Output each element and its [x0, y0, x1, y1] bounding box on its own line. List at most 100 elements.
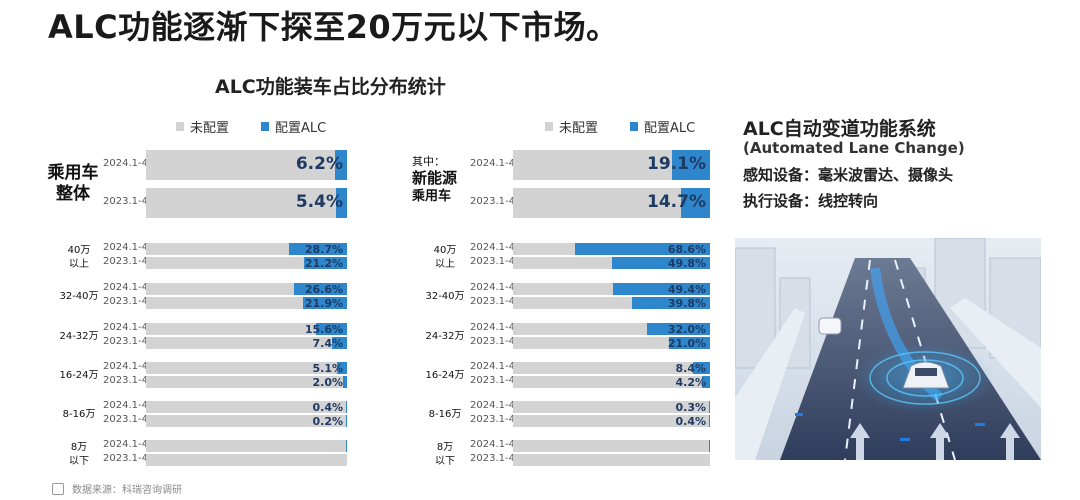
other-car-icon	[818, 317, 842, 335]
price-group-label-line: 8万	[70, 442, 88, 453]
period-tick-label: 2023.1-4	[103, 375, 148, 386]
side-panel-subtitle: (Automated Lane Change)	[743, 139, 965, 157]
legend-swatch-equipped	[261, 122, 270, 131]
bar-value-label: 26.6%	[304, 283, 343, 296]
bar-equipped	[574, 243, 710, 255]
bar-equipped	[681, 188, 710, 218]
price-group-label: 8-16万	[424, 408, 466, 422]
side-panel-actuation: 执行设备：线控转向	[743, 192, 879, 210]
bar-value-label: 0.4%	[312, 401, 343, 414]
source-text: 数据来源：科瑞咨询调研	[72, 485, 182, 496]
bar-value-label: 5.4%	[295, 192, 343, 212]
ego-car-icon	[902, 361, 950, 389]
bar-equipped	[708, 401, 710, 413]
legend-swatch-not-equipped	[176, 122, 184, 131]
bar-value-label: 0.2%	[312, 415, 343, 428]
legend-swatch-not-equipped	[545, 122, 553, 131]
price-group-label-line: 8万	[436, 442, 454, 453]
bar-value-label: 5.1%	[312, 362, 343, 375]
price-group-label: 24-32万	[424, 330, 466, 344]
price-group-label: 32-40万	[424, 290, 466, 304]
bar-not-equipped	[146, 337, 347, 349]
chart-panel-nev: 2024.1-4 19.1% 2023.1-4 14.7% 40万 以上 2024.1-4 6…	[424, 150, 710, 469]
bar-not-equipped	[513, 337, 710, 349]
headline: ALC功能逐渐下探至20万元以下市场。	[48, 8, 619, 46]
alc-illustration	[735, 238, 1041, 460]
price-group-label-line: 16-24万	[59, 370, 99, 381]
bar-not-equipped	[146, 401, 347, 413]
period-tick-label: 2024.1-4	[103, 400, 148, 411]
bar-value-label: 39.8%	[667, 297, 706, 310]
bar-equipped	[612, 283, 710, 295]
bar-equipped	[336, 362, 347, 374]
bar-equipped	[708, 440, 710, 452]
price-group-label: 16-24万	[58, 369, 100, 383]
price-group-label-line: 8-16万	[428, 409, 462, 420]
bar-not-equipped	[513, 454, 710, 466]
period-tick-label: 2023.1-4	[470, 256, 515, 267]
chart-title: ALC功能装车占比分布统计	[215, 76, 446, 98]
price-group-label: 24-32万	[58, 330, 100, 344]
bar-not-equipped	[146, 257, 347, 269]
bar-value-label: 14.7%	[647, 192, 706, 212]
bar-equipped	[334, 150, 347, 180]
price-group-label-line: 24-32万	[425, 331, 465, 342]
bar-value-label: 21.2%	[304, 257, 343, 270]
bar-value-label: 8.4%	[675, 362, 706, 375]
bar-value-label: 19.1%	[647, 154, 706, 174]
bar-not-equipped	[146, 415, 347, 427]
legend-right: 未配置 配置ALC	[545, 117, 695, 136]
price-group-label: 8-16万	[58, 408, 100, 422]
bar-value-label: 0.4%	[675, 415, 706, 428]
period-tick-label: 2024.1-4	[470, 400, 515, 411]
price-group-label-line: 40万	[67, 245, 91, 256]
price-group-label-line: 8-16万	[62, 409, 96, 420]
bar-value-label: 4.2%	[675, 376, 706, 389]
bar-value-label: 49.8%	[667, 257, 706, 270]
legend-label-not-equipped: 未配置	[190, 121, 230, 136]
lane-arrow-icons	[850, 423, 1020, 460]
bar-value-label: 68.6%	[667, 243, 706, 256]
bar-equipped	[631, 297, 710, 309]
bar-not-equipped	[146, 150, 347, 180]
bar-equipped	[332, 337, 347, 349]
period-tick-label: 2023.1-4	[470, 196, 515, 207]
bar-equipped	[611, 257, 710, 269]
bar-equipped	[293, 283, 347, 295]
period-tick-label: 2024.1-4	[470, 158, 515, 169]
bar-not-equipped	[513, 415, 710, 427]
bar-value-label: 2.0%	[312, 376, 343, 389]
price-group-label-line: 以上	[435, 259, 455, 270]
section-label-nev: 其中： 新能源 乘用车	[412, 154, 462, 205]
section-label-overall: 乘用车 整体	[42, 163, 104, 205]
bar-value-label: 15.6%	[304, 323, 343, 336]
period-tick-label: 2023.1-4	[103, 453, 148, 464]
source-note: 数据来源：科瑞咨询调研	[52, 481, 182, 496]
bar-not-equipped	[146, 376, 347, 388]
bar-equipped	[672, 150, 710, 180]
price-group-label: 16-24万	[424, 369, 466, 383]
bar-not-equipped	[513, 362, 710, 374]
period-tick-label: 2023.1-4	[470, 453, 515, 464]
price-group-label: 8万 以下	[58, 441, 100, 469]
section-label-prefix: 其中：	[412, 155, 445, 168]
bar-not-equipped	[146, 297, 347, 309]
section-label-line: 乘用车	[47, 163, 99, 183]
bar-equipped	[345, 440, 347, 452]
bar-equipped	[302, 297, 347, 309]
period-tick-label: 2024.1-4	[103, 322, 148, 333]
bar-equipped	[701, 376, 710, 388]
bar-equipped	[345, 401, 347, 413]
bar-value-label: 6.2%	[295, 154, 343, 174]
section-label-line: 乘用车	[412, 189, 452, 204]
side-panel-title: ALC自动变道功能系统	[743, 118, 936, 140]
legend-label-equipped: 配置ALC	[275, 121, 327, 136]
period-tick-label: 2023.1-4	[470, 336, 515, 347]
price-group-label: 8万 以下	[424, 441, 466, 469]
price-group-label: 32-40万	[58, 290, 100, 304]
bar-equipped	[668, 337, 710, 349]
section-label-line: 新能源	[412, 169, 458, 187]
period-tick-label: 2023.1-4	[103, 196, 148, 207]
bar-value-label: 49.4%	[667, 283, 706, 296]
period-tick-label: 2023.1-4	[103, 414, 148, 425]
